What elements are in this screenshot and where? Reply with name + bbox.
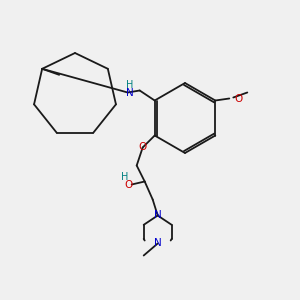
- Text: N: N: [126, 88, 134, 98]
- Text: N: N: [154, 238, 162, 248]
- Text: N: N: [154, 211, 162, 220]
- Text: O: O: [124, 179, 133, 190]
- Text: H: H: [121, 172, 128, 182]
- Text: O: O: [234, 94, 242, 103]
- Text: H: H: [126, 80, 134, 91]
- Text: O: O: [139, 142, 147, 152]
